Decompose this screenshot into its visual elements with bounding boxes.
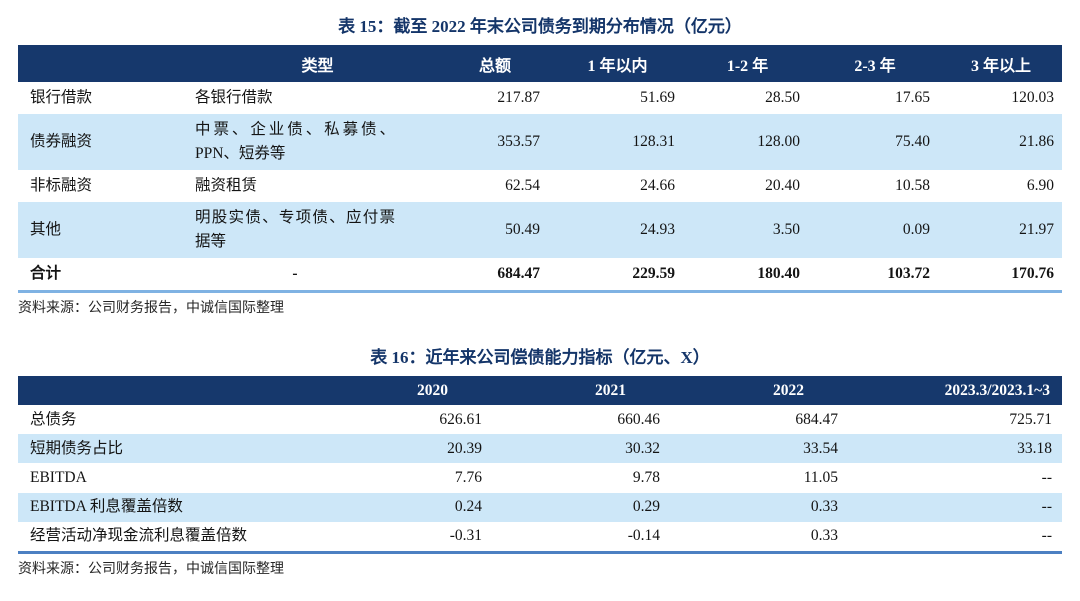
table-cell: 21.86 — [940, 114, 1062, 171]
table-cell: 21.97 — [940, 202, 1062, 259]
column-header: 2023.3/2023.1~3 — [852, 376, 1062, 406]
table-cell: -- — [852, 492, 1062, 522]
table-cell: 6.90 — [1026, 177, 1054, 195]
row-label: 其他 — [18, 202, 195, 259]
table-cell: 33.18 — [852, 434, 1062, 464]
table16: 2020 2021 2022 2023.3/2023.1~3 总债务 626.61 660… — [18, 376, 1062, 554]
column-header: 1-2 年 — [685, 45, 810, 82]
row-label: 合计 — [30, 265, 62, 283]
table-cell: 684.47 — [795, 410, 838, 428]
table-row: 短期债务占比 20.39 30.32 33.54 33.18 — [18, 434, 1062, 464]
row-label: EBITDA — [30, 468, 87, 486]
table-cell: -0.31 — [449, 527, 482, 545]
header-row: 2020 2021 2022 2023.3/2023.1~3 — [18, 376, 1062, 406]
table-cell: 51.69 — [640, 89, 675, 106]
table-cell: 0.24 — [318, 492, 496, 522]
table-cell: 3.50 — [685, 202, 810, 259]
table-cell: 10.58 — [895, 177, 930, 195]
table-cell: 20.39 — [318, 434, 496, 464]
table-cell: 9.78 — [632, 468, 660, 486]
table15-section: 表 15：截至 2022 年末公司债务到期分布情况（亿元） 类型 总额 1 年以内 1… — [18, 14, 1062, 319]
table-cell: 62.54 — [505, 177, 540, 195]
table-cell: 75.40 — [810, 114, 940, 171]
table-row: 经营活动净现金流利息覆盖倍数 -0.31 -0.14 0.33 -- — [18, 522, 1062, 553]
column-header: 2020 — [318, 376, 496, 406]
row-label: EBITDA 利息覆盖倍数 — [18, 492, 318, 522]
table-cell: 50.49 — [440, 202, 550, 259]
table-cell: 120.03 — [1011, 89, 1054, 106]
table-row: 银行借款 各银行借款 217.87 51.69 28.50 17.65 120.03 — [18, 82, 1062, 114]
table-cell: 229.59 — [632, 265, 675, 283]
table-cell: -- — [1041, 468, 1052, 486]
table-cell: 0.33 — [674, 492, 852, 522]
table-cell: 28.50 — [765, 89, 800, 106]
table-cell: -0.14 — [627, 527, 660, 545]
column-header: 2022 — [674, 376, 852, 406]
table16-body: 总债务 626.61 660.46 684.47 725.71 短期债务占比 20.39 30… — [18, 405, 1062, 552]
row-label: 债券融资 — [18, 114, 195, 171]
table-row: 债券融资 中票、企业债、私募债、PPN、短券等 353.57 128.31 128.00… — [18, 114, 1062, 171]
table-cell: 中票、企业债、私募债、PPN、短券等 — [195, 114, 440, 171]
table-cell: 17.65 — [895, 89, 930, 106]
table-cell: 20.40 — [765, 177, 800, 195]
table-cell: 融资租赁 — [195, 177, 258, 195]
row-label: 总债务 — [30, 410, 77, 428]
row-label: 银行借款 — [30, 89, 93, 106]
table-cell: 170.76 — [1011, 265, 1054, 283]
table-cell: 33.54 — [674, 434, 852, 464]
table-cell: 24.66 — [640, 177, 675, 195]
table-cell: -- — [1041, 527, 1052, 545]
table16-source: 资料来源：公司财务报告，中诚信国际整理 — [18, 561, 284, 577]
table-cell: 103.72 — [887, 265, 930, 283]
row-label: 经营活动净现金流利息覆盖倍数 — [30, 527, 248, 545]
table-cell: 0.29 — [496, 492, 674, 522]
table-cell: 11.05 — [803, 468, 838, 486]
table-cell: 626.61 — [439, 410, 482, 428]
table-cell: 684.47 — [497, 265, 540, 283]
table-cell: - — [292, 265, 298, 283]
table-cell: 128.31 — [550, 114, 685, 171]
table-cell: 217.87 — [497, 89, 540, 106]
table-row: 其他 明股实债、专项债、应付票据等 50.49 24.93 3.50 0.09 21.97 — [18, 202, 1062, 259]
column-header: 3 年以上 — [940, 45, 1062, 82]
table-row: 非标融资 融资租赁 62.54 24.66 20.40 10.58 6.90 — [18, 170, 1062, 202]
table-cell: 7.76 — [454, 468, 482, 486]
column-header — [18, 45, 195, 82]
column-header: 类型 — [195, 45, 440, 82]
table16-title: 表 16：近年来公司偿债能力指标（亿元、X） — [370, 348, 710, 368]
table15-source: 资料来源：公司财务报告，中诚信国际整理 — [18, 301, 284, 317]
table-cell: 353.57 — [440, 114, 550, 171]
table-cell: 128.00 — [685, 114, 810, 171]
column-header: 总额 — [440, 45, 550, 82]
row-label: 短期债务占比 — [18, 434, 318, 464]
table-cell: 180.40 — [757, 265, 800, 283]
table-cell: 30.32 — [496, 434, 674, 464]
table-row: EBITDA 利息覆盖倍数 0.24 0.29 0.33 -- — [18, 492, 1062, 522]
table-cell: 明股实债、专项债、应付票据等 — [195, 202, 440, 259]
row-label: 非标融资 — [30, 177, 93, 195]
column-header: 2021 — [496, 376, 674, 406]
table15-title: 表 15：截至 2022 年末公司债务到期分布情况（亿元） — [338, 17, 742, 36]
column-header: 2-3 年 — [810, 45, 940, 82]
table16-section: 表 16：近年来公司偿债能力指标（亿元、X） 2020 2021 2022 2023.… — [18, 345, 1062, 580]
table-row: EBITDA 7.76 9.78 11.05 -- — [18, 463, 1062, 492]
table-cell: 各银行借款 — [195, 89, 273, 106]
column-header — [18, 376, 318, 406]
table-row: 总债务 626.61 660.46 684.47 725.71 — [18, 405, 1062, 434]
table16-header-row: 2020 2021 2022 2023.3/2023.1~3 — [18, 376, 1062, 406]
table-cell: 0.33 — [810, 527, 838, 545]
table-cell: 725.71 — [1009, 410, 1052, 428]
table15-body: 银行借款 各银行借款 217.87 51.69 28.50 17.65 120.03 债券融资… — [18, 82, 1062, 292]
table-cell: 24.93 — [550, 202, 685, 259]
table-cell: 660.46 — [617, 410, 660, 428]
column-header: 1 年以内 — [550, 45, 685, 82]
table-row: 合计 - 684.47 229.59 180.40 103.72 170.76 — [18, 258, 1062, 292]
table-cell: 0.09 — [810, 202, 940, 259]
